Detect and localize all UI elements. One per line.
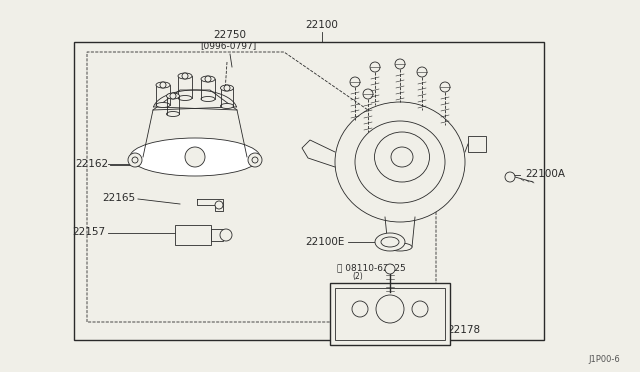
- Text: [0996-0797]: [0996-0797]: [200, 41, 256, 50]
- Circle shape: [350, 77, 360, 87]
- Ellipse shape: [130, 138, 260, 176]
- Circle shape: [185, 147, 205, 167]
- Ellipse shape: [166, 112, 179, 116]
- Bar: [211, 229, 223, 241]
- Text: 22162: 22162: [75, 159, 108, 169]
- Circle shape: [128, 153, 142, 167]
- Ellipse shape: [381, 237, 399, 247]
- Text: 22750: 22750: [214, 30, 246, 40]
- Ellipse shape: [201, 96, 215, 102]
- Circle shape: [385, 264, 395, 274]
- Bar: [468, 136, 486, 152]
- Ellipse shape: [388, 243, 412, 251]
- Bar: [175, 225, 211, 245]
- Ellipse shape: [221, 103, 234, 109]
- Circle shape: [248, 153, 262, 167]
- Ellipse shape: [355, 121, 445, 203]
- Text: Ⓑ 08110-62025: Ⓑ 08110-62025: [337, 263, 406, 273]
- Bar: [335, 288, 445, 340]
- Circle shape: [170, 93, 176, 99]
- Circle shape: [182, 73, 188, 79]
- Circle shape: [412, 301, 428, 317]
- Circle shape: [376, 295, 404, 323]
- Circle shape: [370, 62, 380, 72]
- Ellipse shape: [201, 76, 215, 82]
- Bar: [74, 42, 544, 340]
- Circle shape: [224, 85, 230, 91]
- Ellipse shape: [178, 73, 192, 79]
- Ellipse shape: [335, 102, 465, 222]
- Text: 22100: 22100: [305, 20, 339, 30]
- Text: 22157: 22157: [72, 227, 105, 237]
- Circle shape: [440, 82, 450, 92]
- Ellipse shape: [221, 85, 234, 91]
- Circle shape: [132, 157, 138, 163]
- Circle shape: [417, 67, 427, 77]
- Text: (2): (2): [352, 273, 363, 282]
- Ellipse shape: [156, 103, 170, 108]
- Text: 22100E: 22100E: [306, 237, 345, 247]
- Bar: [330, 283, 450, 345]
- Text: J1P00-6: J1P00-6: [588, 355, 620, 364]
- Text: 22100A: 22100A: [525, 169, 565, 179]
- Circle shape: [352, 301, 368, 317]
- Ellipse shape: [156, 82, 170, 88]
- Circle shape: [363, 89, 373, 99]
- Circle shape: [205, 76, 211, 82]
- Ellipse shape: [178, 96, 192, 100]
- Circle shape: [505, 172, 515, 182]
- Circle shape: [220, 229, 232, 241]
- Ellipse shape: [375, 233, 405, 251]
- Circle shape: [395, 59, 405, 69]
- Circle shape: [160, 82, 166, 88]
- Text: 22178: 22178: [447, 325, 480, 335]
- Circle shape: [215, 201, 223, 209]
- Ellipse shape: [391, 147, 413, 167]
- Text: 22165: 22165: [102, 193, 135, 203]
- Circle shape: [252, 157, 258, 163]
- Ellipse shape: [166, 93, 179, 99]
- Ellipse shape: [374, 132, 429, 182]
